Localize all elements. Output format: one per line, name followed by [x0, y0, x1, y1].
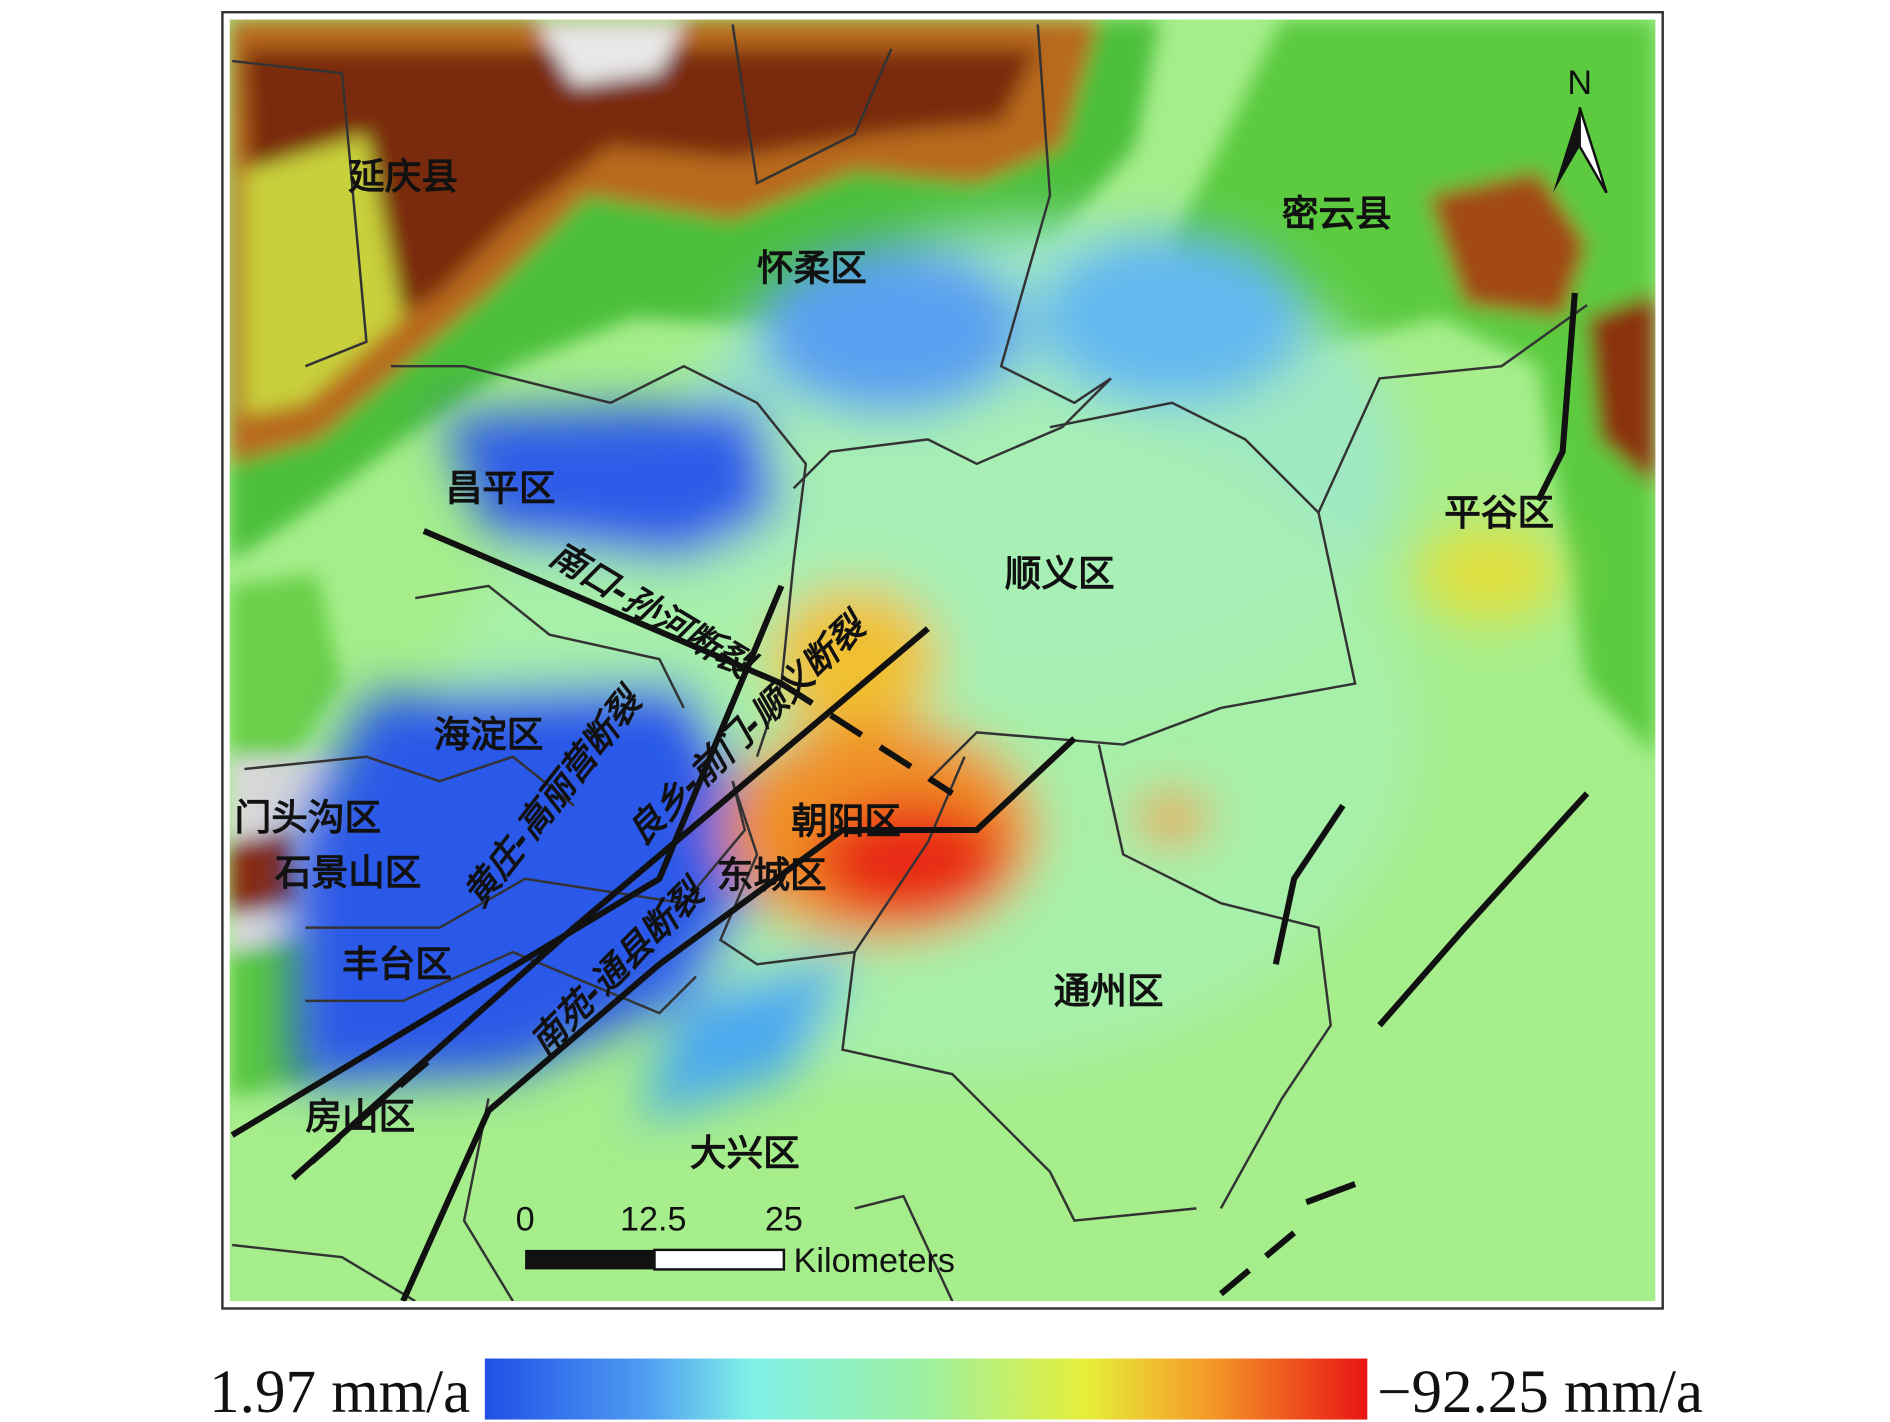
fault-lines [230, 292, 1590, 1302]
district-label: 顺义区 [1005, 552, 1115, 595]
district-labels: 延庆县 怀柔区 密云县 昌平区 平谷区 顺义区 海淀区 门头沟区 石景山区 朝阳… [235, 155, 1554, 1174]
scale-bar: 0 12.5 25 Kilometers [516, 1200, 955, 1280]
district-label: 怀柔区 [757, 247, 867, 290]
legend-min-label: 1.97 mm/a [209, 1359, 470, 1422]
scale-tick-label: 25 [765, 1200, 803, 1238]
district-label: 平谷区 [1444, 491, 1554, 534]
scale-segment [525, 1249, 655, 1270]
district-label: 丰台区 [342, 942, 452, 985]
district-label: 大兴区 [690, 1132, 800, 1175]
scale-segment [653, 1248, 786, 1271]
district-label: 昌平区 [446, 466, 556, 509]
legend-max-label: −92.25 mm/a [1377, 1359, 1703, 1422]
district-label: 房山区 [305, 1095, 415, 1138]
district-borders [232, 24, 1588, 1302]
district-label: 通州区 [1054, 969, 1164, 1012]
district-label: 朝阳区 [791, 800, 901, 843]
district-label: 石景山区 [275, 851, 421, 894]
scale-tick-label: 12.5 [620, 1200, 686, 1238]
scale-tick-label: 0 [516, 1200, 535, 1238]
north-arrow: N [1552, 64, 1608, 194]
arrow-left [1552, 107, 1580, 193]
north-label: N [1567, 64, 1592, 102]
scale-unit: Kilometers [794, 1242, 955, 1280]
color-bar [484, 1358, 1368, 1420]
district-label: 东城区 [717, 853, 827, 896]
district-label: 门头沟区 [235, 796, 381, 839]
map-body [229, 19, 1656, 1302]
district-label: 密云县 [1282, 192, 1392, 235]
district-label: 延庆县 [348, 155, 458, 198]
district-label: 海淀区 [434, 713, 544, 756]
legend: 1.97 mm/a −92.25 mm/a [209, 1358, 1703, 1422]
arrow-right [1578, 107, 1608, 194]
